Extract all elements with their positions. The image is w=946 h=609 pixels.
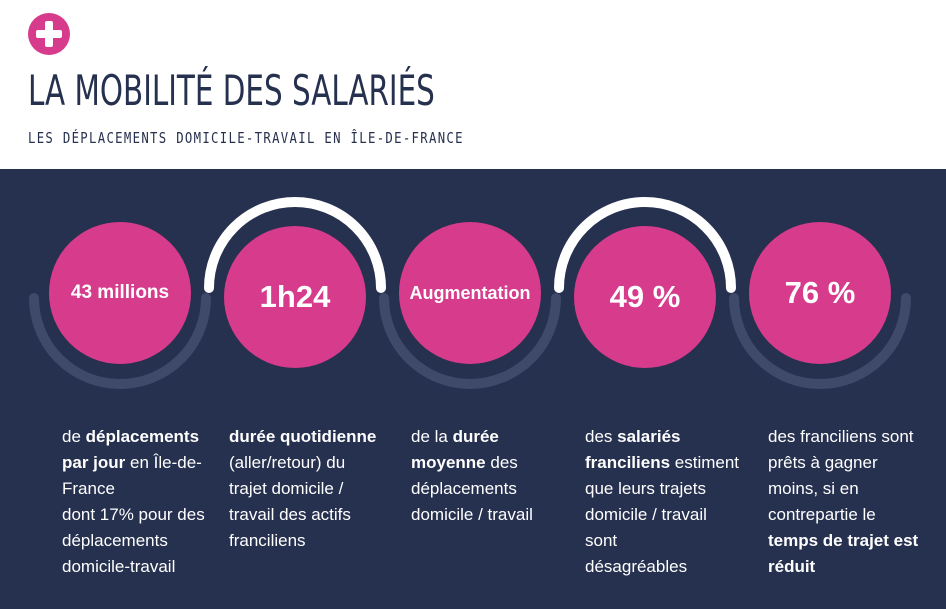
description-bold-text: par jour <box>62 453 126 472</box>
description-text: désagréables <box>585 557 688 576</box>
description-bold-text: durée quotidienne <box>229 427 377 446</box>
description-line: de déplacements <box>62 424 205 450</box>
stat-description-2: durée quotidienne (aller/retour) du trajet… <box>229 424 376 554</box>
description-bold-text: temps de trajet est <box>768 531 919 550</box>
plus-icon <box>28 13 70 55</box>
description-text: contrepartie le <box>768 505 876 524</box>
stat-description-3: de la durée moyenne des déplacements domici… <box>411 424 533 528</box>
description-line: de la durée <box>411 424 533 450</box>
stat-description-4: des salariés franciliens estiment que leur… <box>585 424 739 580</box>
description-text: sont <box>585 531 618 550</box>
stat-circle-2: 1h24 <box>224 226 366 368</box>
stat-circle-4: 49 % <box>574 226 716 368</box>
stat-description-5: des franciliens sont prêts à gagner moins,… <box>768 424 918 580</box>
description-text: moins, si en <box>768 479 859 498</box>
description-line: déplacements <box>411 476 533 502</box>
description-line: France <box>62 476 205 502</box>
stat-circle-5: 76 % <box>749 222 891 364</box>
description-text: estiment <box>670 453 740 472</box>
description-text: des franciliens sont <box>768 427 914 446</box>
description-text: en Île-de- <box>125 453 202 472</box>
description-text: trajet domicile / <box>229 479 344 498</box>
description-text: de <box>62 427 86 446</box>
description-line: moins, si en <box>768 476 918 502</box>
description-text: dont 17% pour des <box>62 505 205 524</box>
description-line: sont <box>585 528 739 554</box>
description-line: des franciliens sont <box>768 424 918 450</box>
stat-value-4: 49 % <box>609 279 681 314</box>
stat-description-1: de déplacements par jour en Île-de- France… <box>62 424 205 580</box>
stat-circle-1: 43 millions <box>49 222 191 364</box>
description-line: désagréables <box>585 554 739 580</box>
description-text: que leurs trajets <box>585 479 706 498</box>
description-line: (aller/retour) du <box>229 450 376 476</box>
description-line: contrepartie le <box>768 502 918 528</box>
description-text: domicile / travail <box>585 505 707 524</box>
description-bold-text: franciliens <box>585 453 671 472</box>
description-line: dont 17% pour des <box>62 502 205 528</box>
description-line: domicile-travail <box>62 554 205 580</box>
description-line: domicile / travail <box>411 502 533 528</box>
description-text: franciliens <box>229 531 306 550</box>
description-line: temps de trajet est <box>768 528 918 554</box>
description-line: réduit <box>768 554 918 580</box>
description-text: déplacements <box>62 531 168 550</box>
description-line: des salariés <box>585 424 739 450</box>
page-subtitle: LES DÉPLACEMENTS DOMICILE-TRAVAIL EN ÎLE… <box>28 129 464 147</box>
stat-value-3: Augmentation <box>409 282 531 303</box>
description-text: de la <box>411 427 453 446</box>
description-line: durée quotidienne <box>229 424 376 450</box>
stat-value-5: 76 % <box>784 275 856 310</box>
description-line: moyenne des <box>411 450 533 476</box>
description-bold-text: salariés <box>617 427 681 446</box>
description-text: travail des actifs <box>229 505 351 524</box>
description-text: (aller/retour) du <box>229 453 346 472</box>
description-text: domicile-travail <box>62 557 176 576</box>
description-bold-text: déplacements <box>85 427 200 446</box>
description-bold-text: durée <box>452 427 499 446</box>
stat-value-2: 1h24 <box>259 279 331 314</box>
description-text: prêts à gagner <box>768 453 878 472</box>
stat-circle-3: Augmentation <box>399 222 541 364</box>
description-text: domicile / travail <box>411 505 533 524</box>
description-bold-text: réduit <box>768 557 816 576</box>
description-bold-text: moyenne <box>411 453 486 472</box>
description-text: des <box>485 453 518 472</box>
description-line: trajet domicile / <box>229 476 376 502</box>
description-text: déplacements <box>411 479 517 498</box>
description-line: franciliens estiment <box>585 450 739 476</box>
description-line: domicile / travail <box>585 502 739 528</box>
description-line: travail des actifs <box>229 502 376 528</box>
description-line: déplacements <box>62 528 205 554</box>
description-text: France <box>62 479 115 498</box>
description-line: prêts à gagner <box>768 450 918 476</box>
description-line: par jour en Île-de- <box>62 450 205 476</box>
stat-value-1: 43 millions <box>70 282 170 303</box>
description-text: des <box>585 427 618 446</box>
header: LA MOBILITÉ DES SALARIÉS LES DÉPLACEMENT… <box>0 0 946 169</box>
description-line: que leurs trajets <box>585 476 739 502</box>
page-title: LA MOBILITÉ DES SALARIÉS <box>28 66 435 115</box>
description-line: franciliens <box>229 528 376 554</box>
